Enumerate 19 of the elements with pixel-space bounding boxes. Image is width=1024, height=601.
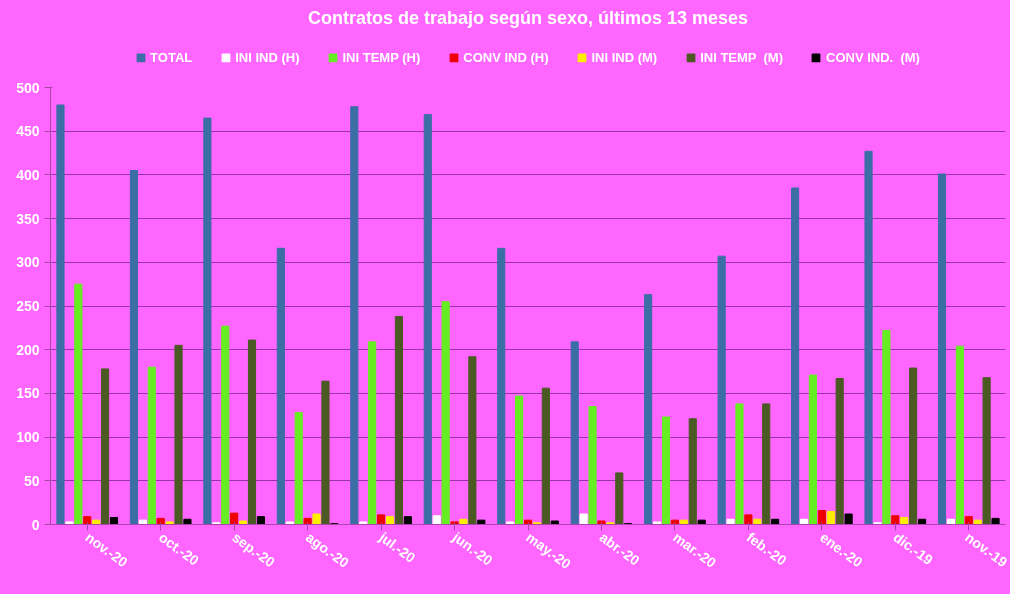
y-tick-label: 0	[31, 516, 40, 533]
legend-label: CONV IND (H)	[463, 49, 549, 65]
legend-label: INI IND (H)	[235, 49, 300, 65]
y-tick-label: 50	[23, 472, 40, 489]
legend-label: INI TEMP (M)	[700, 49, 784, 65]
y-tick-label: 250	[16, 298, 40, 314]
legend-label: CONV IND. (M)	[826, 49, 920, 65]
legend-label: INI IND (M)	[591, 49, 658, 65]
y-tick-label: 500	[16, 79, 40, 96]
y-tick-label: 350	[16, 210, 40, 227]
legend-label: TOTAL	[150, 49, 193, 65]
y-tick-label: 150	[16, 385, 40, 402]
y-tick-label: 400	[16, 166, 40, 183]
y-tick-label: 200	[16, 341, 40, 358]
y-tick-label: 100	[16, 429, 40, 446]
y-tick-label: 450	[16, 123, 40, 140]
y-tick-label: 300	[16, 254, 40, 271]
chart-title: Contratos de trabajo según sexo, últimos 13 meses	[307, 7, 749, 28]
legend-label: INI TEMP (H)	[342, 49, 421, 65]
